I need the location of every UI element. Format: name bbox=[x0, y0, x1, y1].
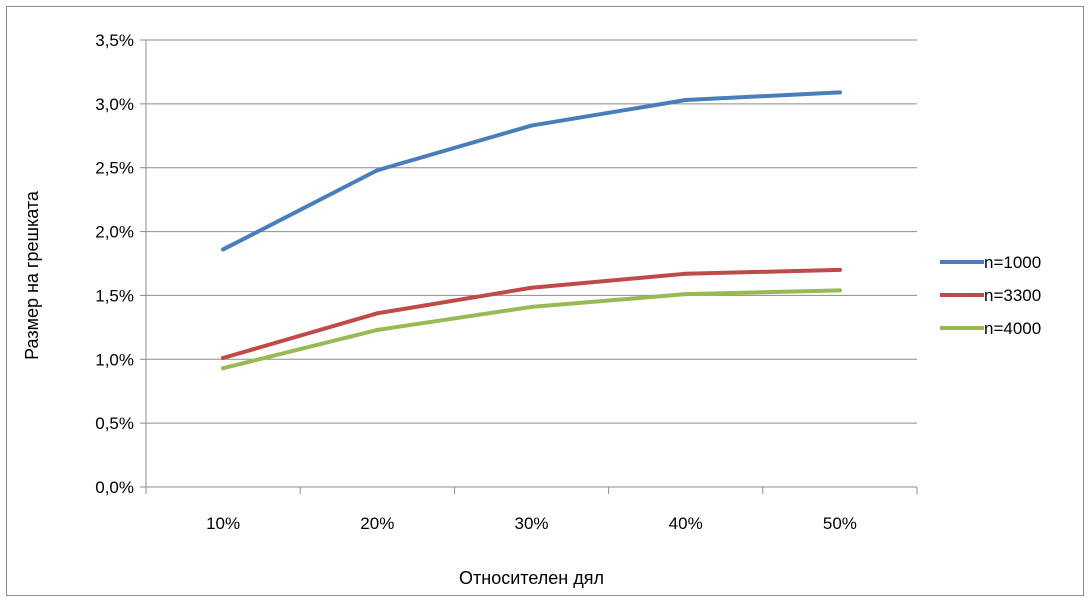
x-tick-label: 30% bbox=[514, 514, 548, 533]
y-axis-title: Размер на грешката bbox=[22, 190, 42, 360]
y-tick-label: 2,5% bbox=[95, 159, 134, 178]
data-point bbox=[375, 327, 380, 332]
x-axis-title: Относителен дял bbox=[459, 568, 604, 588]
y-tick-label: 0,5% bbox=[95, 414, 134, 433]
y-tick-label: 2,0% bbox=[95, 223, 134, 242]
y-tick-label: 0,0% bbox=[95, 478, 134, 497]
data-point bbox=[529, 123, 534, 128]
legend-label: n=1000 bbox=[984, 253, 1041, 272]
x-tick-label: 40% bbox=[669, 514, 703, 533]
legend-label: n=4000 bbox=[984, 319, 1041, 338]
series-line-n=1000 bbox=[221, 90, 842, 252]
data-point bbox=[529, 285, 534, 290]
legend-label: n=3300 bbox=[984, 286, 1041, 305]
data-point bbox=[221, 247, 226, 252]
x-tick-label: 10% bbox=[206, 514, 240, 533]
data-point bbox=[837, 267, 842, 272]
y-tick-label: 1,5% bbox=[95, 286, 134, 305]
data-point bbox=[529, 304, 534, 309]
data-point bbox=[683, 292, 688, 297]
data-point bbox=[837, 90, 842, 95]
y-tick-label: 3,5% bbox=[95, 31, 134, 50]
y-tick-label: 1,0% bbox=[95, 350, 134, 369]
data-point bbox=[375, 168, 380, 173]
data-point bbox=[221, 366, 226, 371]
data-point bbox=[683, 271, 688, 276]
data-point bbox=[375, 311, 380, 316]
y-tick-label: 3,0% bbox=[95, 95, 134, 114]
data-point bbox=[837, 288, 842, 293]
x-tick-label: 20% bbox=[360, 514, 394, 533]
data-point bbox=[221, 356, 226, 361]
x-tick-label: 50% bbox=[823, 514, 857, 533]
data-point bbox=[683, 98, 688, 103]
